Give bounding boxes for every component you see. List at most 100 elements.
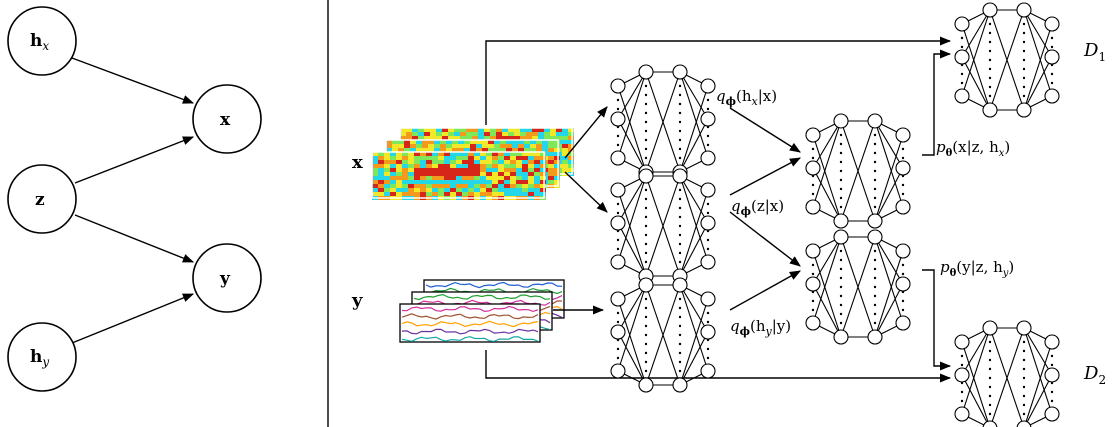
mlp-edge — [617, 71, 647, 120]
heatmap-cell — [510, 184, 516, 188]
mlp-dot — [644, 224, 648, 228]
heatmap-cell — [458, 140, 464, 144]
mlp-dot — [873, 205, 877, 209]
heatmap-cell — [516, 180, 522, 184]
heatmap-cell — [548, 172, 554, 176]
heatmap-cell — [510, 164, 516, 168]
heatmap-cell — [398, 148, 404, 152]
mlp-node — [954, 406, 970, 422]
trace-line — [401, 328, 539, 335]
heatmap-cell — [500, 148, 506, 152]
heatmap-cell — [426, 188, 432, 192]
mlp-dot — [960, 81, 964, 85]
heatmap-cell — [468, 164, 474, 168]
heatmap-cell — [530, 140, 536, 144]
heatmap-cell — [532, 132, 538, 136]
heatmap-cell — [396, 188, 402, 192]
heatmap-cell — [496, 136, 502, 140]
mlp-dot — [839, 196, 843, 200]
heatmap-cell — [384, 172, 390, 176]
heatmap-cell — [452, 148, 458, 152]
mlp-edge — [874, 120, 904, 208]
heatmap-cell — [568, 128, 574, 132]
heatmap-cell — [396, 176, 402, 180]
heatmap-cell — [568, 140, 574, 144]
mlp-dot — [839, 187, 843, 191]
mlp-dot — [873, 321, 877, 325]
heatmap-cell — [534, 172, 540, 176]
mlp-node — [700, 182, 716, 198]
heatmap-cell — [372, 164, 378, 168]
heatmap-cell — [396, 192, 402, 196]
mlp-dot — [839, 205, 843, 209]
trace-line — [425, 281, 563, 289]
heatmap-cell — [456, 168, 462, 172]
mlp-dot — [811, 308, 815, 312]
heatmap-cell — [492, 176, 498, 180]
heatmap-cell — [472, 136, 478, 140]
heatmap-cell — [536, 148, 542, 152]
heatmap-cell — [510, 192, 516, 196]
mlp-dot — [1050, 81, 1054, 85]
mlp-dot — [839, 178, 843, 182]
heatmap-cell — [562, 148, 568, 152]
heatmap-cell — [528, 188, 534, 192]
mlp-node — [610, 363, 626, 379]
heatmap-cell — [406, 132, 412, 136]
mlp-dot — [1022, 85, 1026, 89]
heatmap-cell — [426, 184, 432, 188]
mlp-edge — [812, 236, 842, 324]
heatmap-cell — [548, 156, 554, 160]
mlp-dot — [678, 102, 682, 106]
trace-frame — [399, 303, 541, 343]
mlp-node — [1016, 320, 1032, 336]
heatmap-cell — [420, 172, 426, 176]
mlp-edge — [645, 71, 681, 173]
mlp-dot — [839, 258, 843, 262]
mlp-node — [610, 150, 626, 166]
heatmap-cell — [538, 128, 544, 132]
decoder-y-network — [805, 229, 911, 345]
heatmap-cell — [444, 152, 450, 156]
heatmap-cell — [504, 152, 510, 156]
heatmap-cell — [402, 152, 408, 156]
heatmap-cell — [514, 128, 520, 132]
heatmap-cell — [486, 192, 492, 196]
mlp-dot — [678, 260, 682, 264]
heatmap-cell — [430, 128, 436, 132]
heatmap-cell — [474, 160, 480, 164]
mlp-node — [1044, 367, 1060, 383]
heatmap-cell — [540, 156, 546, 160]
heatmap-cell — [384, 192, 390, 196]
heatmap-cell — [454, 136, 460, 140]
heatmap-cell — [462, 156, 468, 160]
mlp-dot — [988, 358, 992, 362]
heatmap-cell — [450, 164, 456, 168]
heatmap-cell — [468, 152, 474, 156]
mlp-dot — [901, 308, 905, 312]
heatmap-cell — [504, 160, 510, 164]
mlp-edge — [679, 71, 709, 159]
heatmap-cell — [504, 168, 510, 172]
heatmap-cell — [542, 148, 548, 152]
mlp-edge — [812, 134, 842, 222]
mlp-edge — [812, 120, 842, 208]
heatmap-cell — [384, 188, 390, 192]
mlp-dot — [873, 294, 877, 298]
heatmap-cell — [432, 192, 438, 196]
heatmap-cell — [556, 136, 562, 140]
heatmap-cell — [550, 136, 556, 140]
heatmap-cell — [548, 176, 554, 180]
mlp-edge — [961, 56, 991, 111]
mlp-dot — [988, 349, 992, 353]
heatmap-cell — [534, 168, 540, 172]
heatmap-cell — [508, 132, 514, 136]
heatmap-cell — [442, 136, 448, 140]
edge-enc-z-dec-y — [729, 211, 801, 267]
heatmap-cell — [450, 152, 456, 156]
heatmap-cell — [534, 184, 540, 188]
heatmap-cell — [438, 172, 444, 176]
mlp-node — [867, 213, 883, 229]
heatmap-cell — [490, 128, 496, 132]
graphical-model: hx x z y hy — [7, 6, 262, 392]
